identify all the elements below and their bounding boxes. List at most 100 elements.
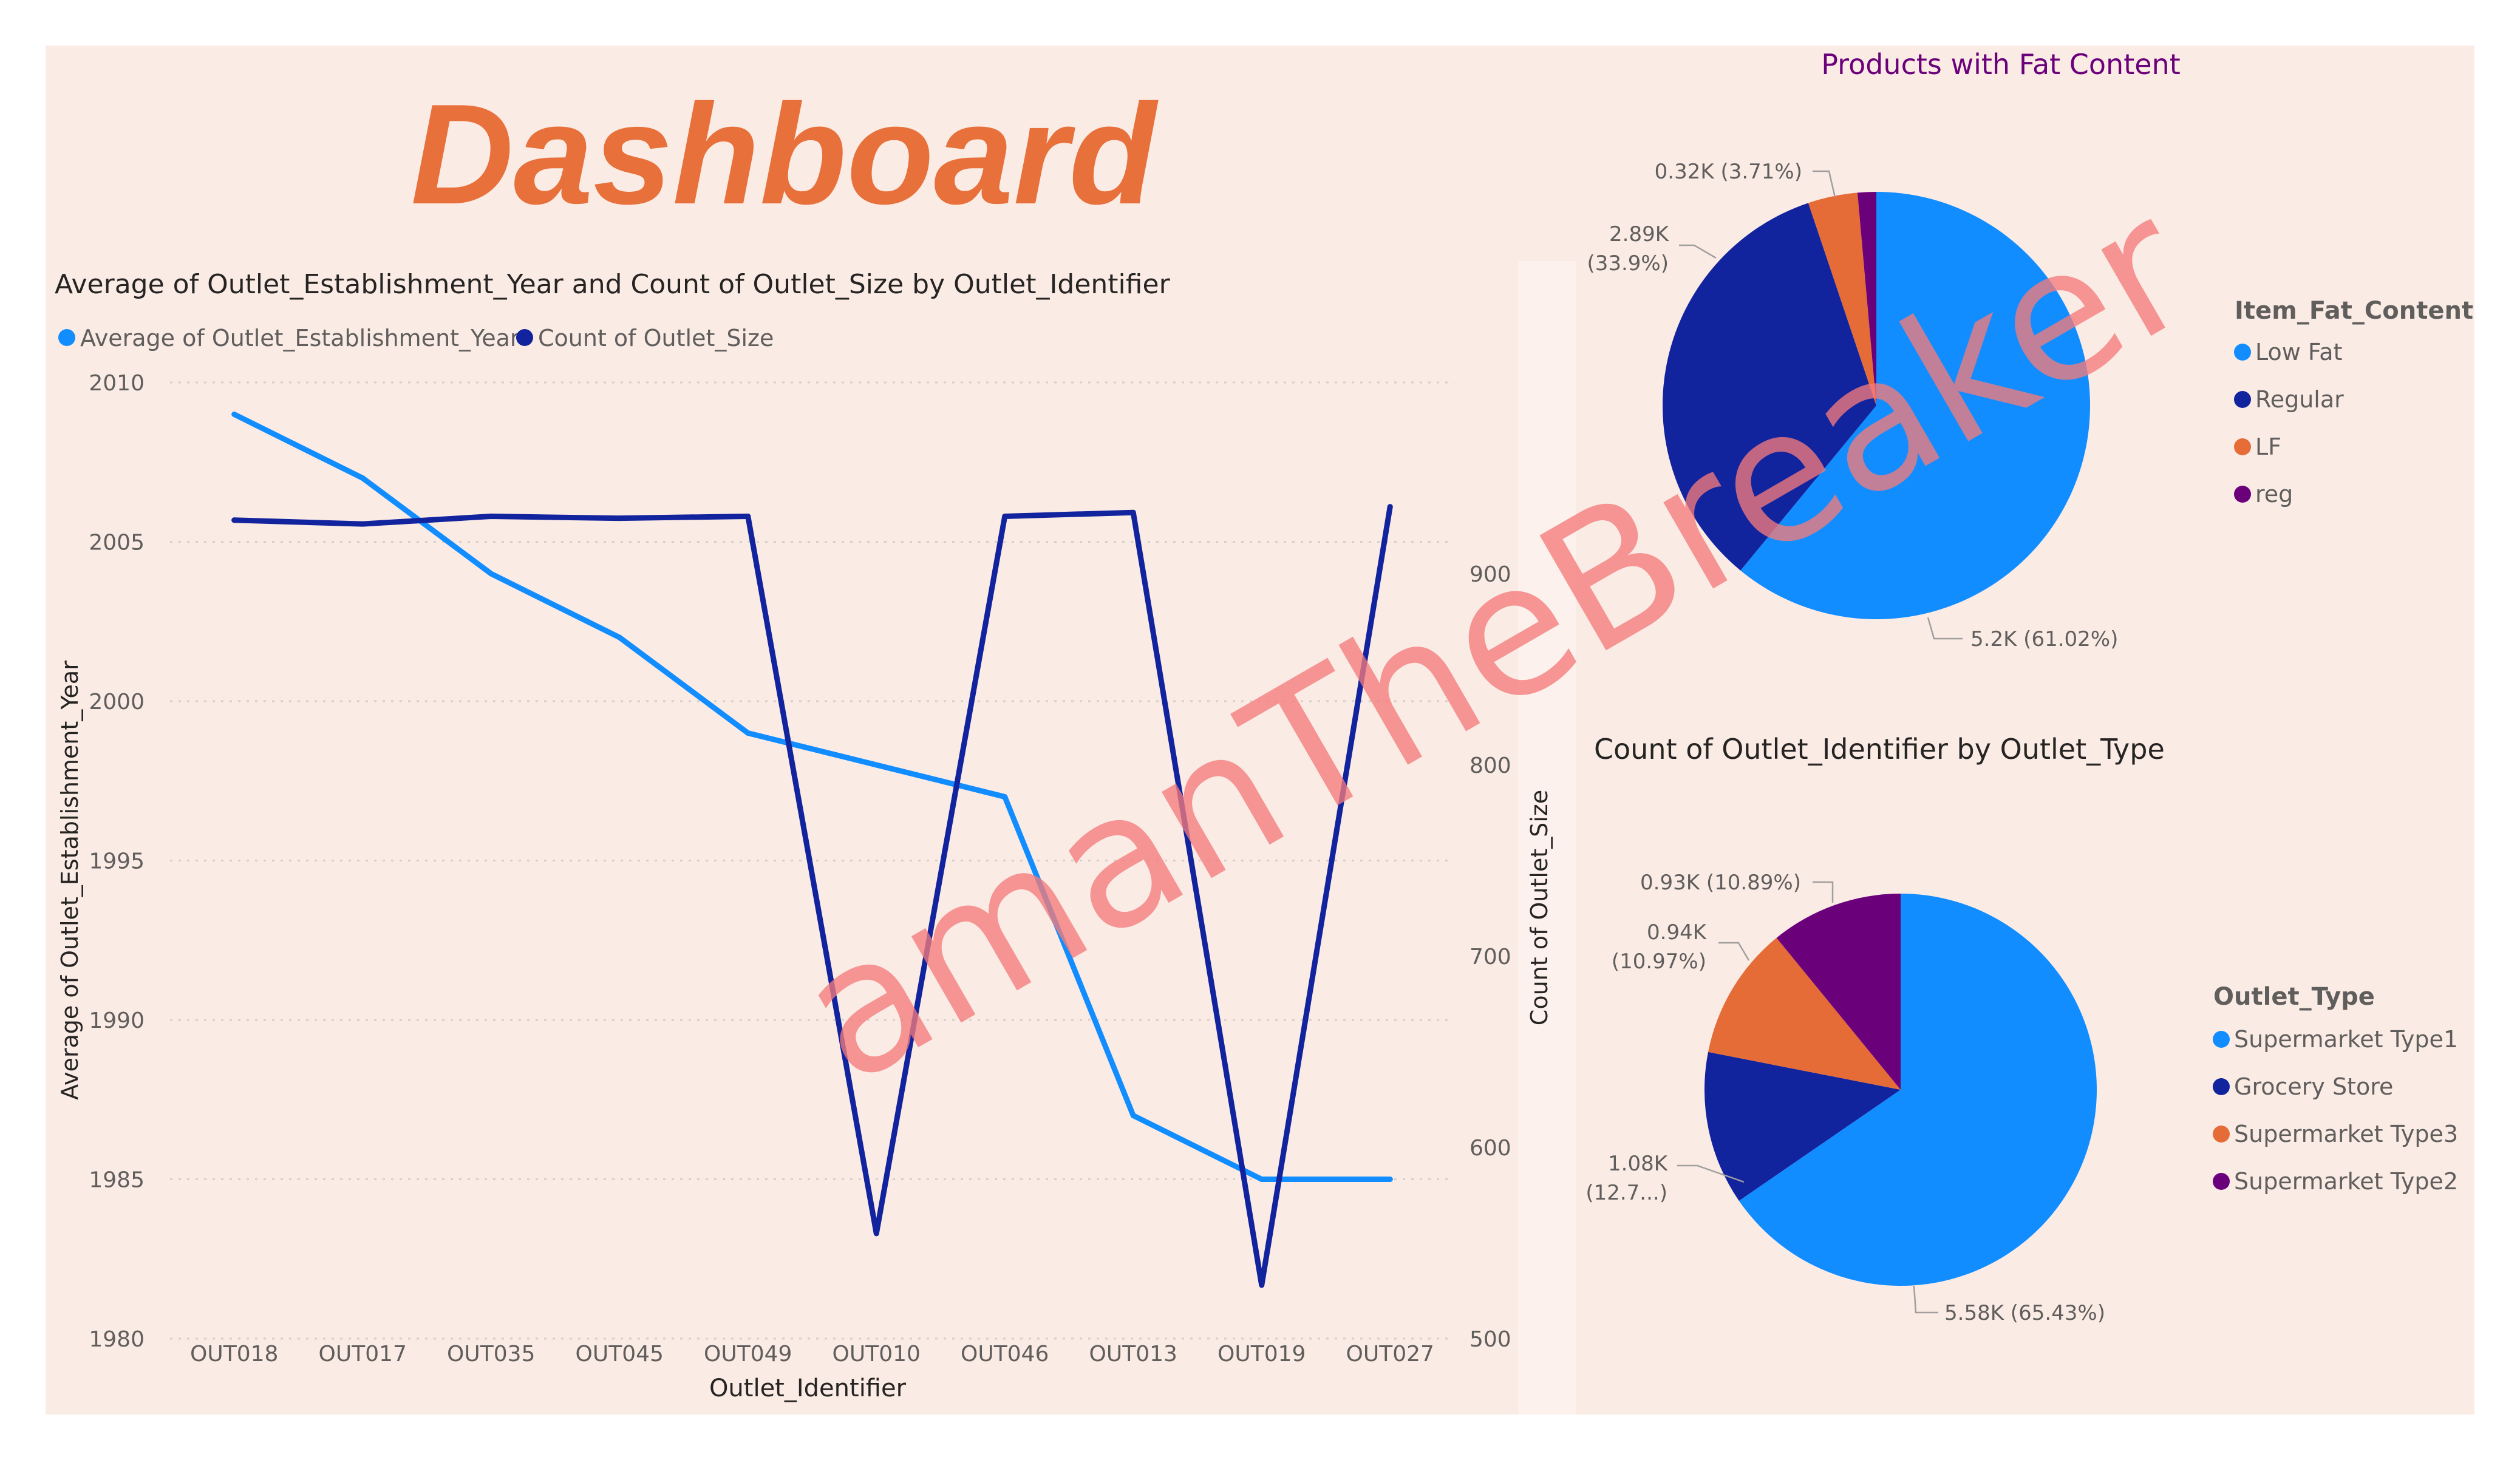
data-point-avg-year [873, 762, 879, 768]
outlet-type-title: Count of Outlet_Identifier by Outlet_Typ… [1594, 733, 2165, 766]
x-tick-label: OUT018 [190, 1342, 278, 1367]
data-point-avg-year [1259, 1177, 1265, 1182]
line-chart-title: Average of Outlet_Establishment_Year and… [55, 269, 1171, 300]
legend-marker [2234, 344, 2251, 361]
legend-marker [2213, 1126, 2230, 1143]
y-tick-label: 2005 [89, 531, 145, 555]
data-point-outlet-size [231, 517, 237, 523]
leader-line [1679, 244, 1717, 259]
outlet-type-legend: Supermarket Type1 Grocery Store Supermarke… [2213, 1026, 2458, 1195]
legend-marker-outlet-size [516, 329, 533, 346]
legend-label: Low Fat [2255, 339, 2342, 365]
y2-tick-label: 500 [1469, 1327, 1511, 1352]
y-tick-label: 2000 [89, 690, 145, 715]
legend-marker [2213, 1173, 2230, 1190]
data-point-outlet-size [359, 521, 366, 527]
data-point-avg-year [745, 730, 751, 736]
pie-data-label: (12.7...) [1585, 1181, 1667, 1205]
legend-label-outlet-size: Count of Outlet_Size [538, 325, 774, 352]
legend-label: Supermarket Type1 [2234, 1026, 2458, 1053]
pie-slice [1704, 1051, 1901, 1201]
legend-label-avg-year: Average of Outlet_Establishment_Year [80, 325, 520, 352]
fat-content-chart: Products with Fat Content 5.2K (61.02%) 2… [1587, 48, 2473, 651]
pie-data-label: 5.2K (61.02%) [1970, 627, 2118, 651]
y-tick-label: 2010 [89, 371, 145, 396]
x-tick-label: OUT049 [704, 1342, 792, 1367]
line-chart-legend: Average of Outlet_Establishment_Year Cou… [58, 325, 774, 352]
divider-strip [1518, 261, 1576, 1415]
y-tick-label: 1990 [89, 1008, 145, 1033]
line-chart-panel [46, 46, 1576, 1415]
legend-marker-avg-year [58, 329, 75, 346]
legend-marker [2234, 391, 2251, 408]
fat-content-data-labels: 5.2K (61.02%) 2.89K (33.9%) 0.32K (3.71%) [1587, 160, 2118, 651]
data-point-avg-year [1002, 794, 1008, 800]
pie-slice [1776, 894, 1901, 1090]
pie-data-label: 1.08K [1608, 1152, 1669, 1176]
right-axis-ticks: 500 600 700 800 900 [1469, 562, 1511, 1352]
data-point-outlet-size [616, 515, 622, 521]
y-tick-label: 1995 [89, 849, 145, 874]
legend-label: Grocery Store [2234, 1073, 2393, 1100]
pie-slice [1740, 192, 2090, 619]
pie-slice [1738, 894, 2097, 1286]
pie-data-label: 0.94K [1647, 920, 1708, 945]
y2-axis-title: Count of Outlet_Size [1526, 790, 1553, 1025]
x-axis-title: Outlet_Identifier [709, 1374, 907, 1402]
x-tick-label: OUT035 [447, 1342, 535, 1367]
data-point-avg-year [231, 412, 237, 417]
x-tick-label: OUT045 [576, 1342, 664, 1367]
legend-marker [2213, 1031, 2230, 1048]
x-axis-ticks: OUT018 OUT017 OUT035 OUT045 OUT049 OUT010 OUT0… [190, 1342, 1434, 1367]
pie-slice [1857, 192, 1876, 406]
fat-content-title: Products with Fat Content [1821, 48, 2181, 81]
x-tick-label: OUT010 [833, 1342, 921, 1367]
y2-tick-label: 700 [1469, 945, 1511, 970]
left-axis-ticks: 1980 1985 1990 1995 2000 2005 2010 [89, 371, 145, 1352]
y-tick-label: 1980 [89, 1327, 145, 1352]
legend-label: Supermarket Type3 [2234, 1121, 2458, 1147]
fat-content-legend-title: Item_Fat_Content [2235, 297, 2473, 325]
data-point-avg-year [1387, 1177, 1393, 1182]
pie-data-label: 0.93K (10.89%) [1640, 871, 1801, 895]
pie-data-label: 5.58K (65.43%) [1944, 1301, 2105, 1325]
line-points [231, 412, 1393, 1288]
pie-slice [1662, 203, 1876, 571]
legend-marker [2213, 1078, 2230, 1095]
outlet-type-chart: Count of Outlet_Identifier by Outlet_Typ… [1585, 733, 2458, 1325]
x-tick-label: OUT013 [1089, 1342, 1177, 1367]
data-point-avg-year [359, 475, 366, 481]
data-point-avg-year [616, 634, 622, 640]
data-point-outlet-size [1387, 504, 1393, 510]
y2-tick-label: 800 [1469, 753, 1511, 778]
data-point-outlet-size [1259, 1282, 1265, 1288]
legend-label: reg [2255, 481, 2293, 508]
y2-tick-label: 600 [1469, 1136, 1511, 1161]
legend-label: Regular [2255, 386, 2344, 413]
data-point-outlet-size [1130, 509, 1136, 515]
data-point-outlet-size [873, 1231, 879, 1237]
line-chart: Average of Outlet_Establishment_Year and… [55, 269, 1553, 1402]
data-point-outlet-size [488, 514, 494, 519]
leader-line [1813, 170, 1836, 198]
series-line-avg-year [231, 412, 1393, 1182]
leader-line [1913, 1285, 1938, 1314]
leader-line [1927, 617, 1963, 640]
pie-slice [1708, 937, 1901, 1090]
fat-content-legend: Low Fat Regular LF reg [2234, 339, 2344, 508]
data-point-outlet-size [1002, 514, 1008, 519]
legend-label: Supermarket Type2 [2234, 1168, 2458, 1195]
x-tick-label: OUT046 [961, 1342, 1049, 1367]
y-axis-title: Average of Outlet_Establishment_Year [56, 661, 83, 1100]
y2-tick-label: 900 [1469, 562, 1511, 587]
data-point-avg-year [488, 571, 494, 577]
outlet-type-slices [1704, 894, 2097, 1286]
gridlines [170, 381, 1454, 1340]
legend-marker [2234, 438, 2251, 455]
leader-line [1718, 942, 1750, 961]
y-tick-label: 1985 [89, 1168, 145, 1193]
pie-data-label: 2.89K [1609, 222, 1670, 246]
x-tick-label: OUT027 [1346, 1342, 1434, 1367]
pie-slice [1808, 192, 1876, 406]
